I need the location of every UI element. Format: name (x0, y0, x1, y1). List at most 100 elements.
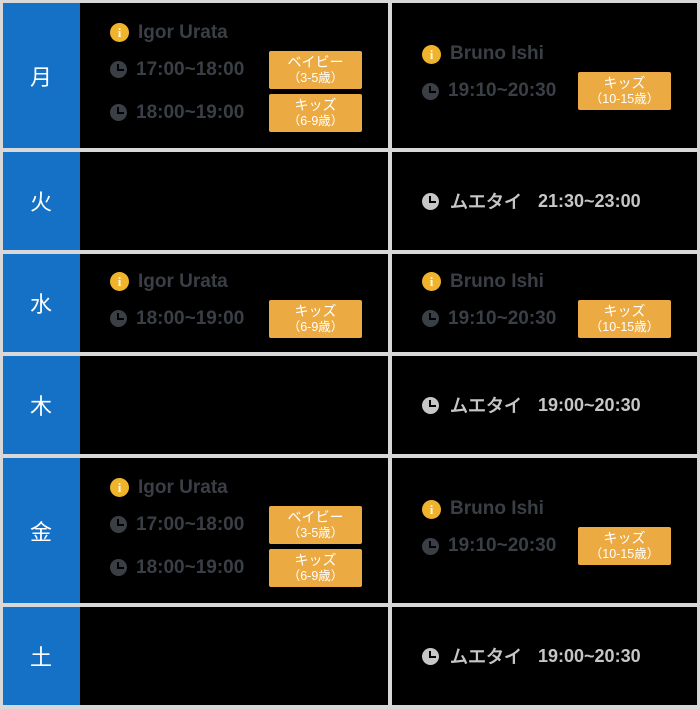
day-cell-thursday: 木 (3, 356, 80, 454)
class-time: 19:00~20:30 (538, 394, 641, 415)
session-line: 17:00~18:00 ベイビー （3-5歳） (110, 505, 362, 544)
instructor-name: Igor Urata (138, 476, 228, 498)
session-time: 17:00~18:00 (136, 58, 245, 80)
badge-age-range: （10-15歳） (589, 92, 660, 106)
clock-icon (422, 537, 439, 555)
session-time: 19:10~20:30 (448, 80, 557, 101)
schedule-row-monday: 月 Igor Urata 17:00~18:00 ベイビー （3-5歳） 18:… (3, 3, 697, 148)
age-badge: キッズ （10-15歳） (578, 299, 671, 338)
instructor-line: Igor Urata (110, 475, 362, 501)
class-cell-monday-first: Igor Urata 17:00~18:00 ベイビー （3-5歳） 18:00… (80, 3, 388, 148)
class-cell-saturday-second: ムエタイ 19:00~20:30 (392, 607, 697, 705)
class-cell-monday-second: Bruno Ishi 19:10~20:30 キッズ （10-15歳） (392, 3, 697, 148)
day-cell-wednesday: 水 (3, 254, 80, 352)
class-cell-friday-second: Bruno Ishi 19:10~20:30 キッズ （10-15歳） (392, 458, 697, 603)
instructor-line: Bruno Ishi (422, 496, 671, 522)
badge-age-range: （10-15歳） (589, 319, 660, 334)
badge-age-range: （10-15歳） (589, 547, 660, 561)
class-cell-wednesday-first: Igor Urata 18:00~19:00 キッズ （6-9歳） (80, 254, 388, 352)
age-badge: キッズ （10-15歳） (578, 527, 671, 565)
class-cell-wednesday-second: Bruno Ishi 19:10~20:30 キッズ （10-15歳） (392, 254, 697, 352)
class-time: 19:00~20:30 (538, 645, 641, 666)
class-cell-friday-first: Igor Urata 17:00~18:00 ベイビー （3-5歳） 18:00… (80, 458, 388, 603)
badge-title: キッズ (294, 551, 337, 568)
clock-icon (110, 559, 127, 576)
badge-age-range: （6-9歳） (287, 319, 344, 334)
session-time: 19:10~20:30 (448, 535, 557, 556)
badge-title: キッズ (294, 96, 337, 113)
day-label: 水 (29, 292, 53, 317)
instructor-line: Bruno Ishi (422, 41, 671, 67)
info-icon[interactable] (110, 272, 129, 291)
age-badge: キッズ （6-9歳） (269, 299, 362, 338)
session-line: 19:10~20:30 キッズ （10-15歳） (422, 299, 671, 338)
session-line: 18:00~19:00 キッズ （6-9歳） (110, 299, 362, 338)
schedule-row-thursday: 木 ムエタイ 19:00~20:30 (3, 356, 697, 454)
session-line: 18:00~19:00 キッズ （6-9歳） (110, 548, 362, 587)
day-cell-tuesday: 火 (3, 152, 80, 250)
badge-title: ベイビー (287, 53, 344, 70)
day-cell-friday: 金 (3, 458, 80, 603)
class-cell-thursday-first-empty (80, 356, 388, 454)
instructor-line: Igor Urata (110, 269, 362, 295)
session-time: 18:00~19:00 (136, 556, 245, 578)
age-badge: キッズ （10-15歳） (578, 72, 671, 110)
badge-title: キッズ (603, 75, 646, 91)
session-line: 18:00~19:00 キッズ （6-9歳） (110, 93, 362, 132)
info-icon[interactable] (110, 23, 129, 42)
clock-icon (110, 104, 127, 121)
instructor-name: Igor Urata (138, 21, 228, 43)
clock-icon (110, 516, 127, 533)
class-name: ムエタイ (450, 192, 522, 212)
info-icon[interactable] (110, 478, 129, 497)
info-icon[interactable] (422, 44, 441, 64)
badge-age-range: （6-9歳） (287, 113, 344, 128)
session-line: 17:00~18:00 ベイビー （3-5歳） (110, 50, 362, 89)
info-icon[interactable] (422, 272, 441, 291)
clock-icon (422, 310, 439, 327)
instructor-name: Bruno Ishi (450, 43, 544, 64)
session-time: 18:00~19:00 (136, 307, 245, 329)
day-label: 木 (29, 394, 53, 419)
badge-title: ベイビー (287, 508, 344, 525)
session-time: 17:00~18:00 (136, 513, 245, 535)
schedule-row-wednesday: 水 Igor Urata 18:00~19:00 キッズ （6-9歳） Brun… (3, 254, 697, 352)
schedule-row-friday: 金 Igor Urata 17:00~18:00 ベイビー （3-5歳） 18:… (3, 458, 697, 603)
badge-age-range: （3-5歳） (287, 525, 344, 540)
day-label: 月 (29, 64, 53, 90)
age-badge: キッズ （6-9歳） (269, 93, 362, 132)
class-cell-thursday-second: ムエタイ 19:00~20:30 (392, 356, 697, 454)
session-time: 18:00~19:00 (136, 101, 245, 123)
info-icon[interactable] (422, 499, 441, 519)
instructor-line: Igor Urata (110, 20, 362, 46)
badge-title: キッズ (294, 302, 337, 319)
class-cell-saturday-first-empty (80, 607, 388, 705)
day-cell-monday: 月 (3, 3, 80, 148)
instructor-name: Bruno Ishi (450, 498, 544, 519)
clock-icon (422, 396, 439, 414)
day-label: 土 (29, 645, 53, 670)
class-line: ムエタイ 19:00~20:30 (422, 643, 671, 669)
session-line: 19:10~20:30 キッズ （10-15歳） (422, 72, 671, 110)
class-line: ムエタイ 19:00~20:30 (422, 392, 671, 418)
class-name: ムエタイ (450, 396, 522, 416)
age-badge: キッズ （6-9歳） (269, 548, 362, 587)
class-cell-tuesday-first-empty (80, 152, 388, 250)
schedule-row-tuesday: 火 ムエタイ 21:30~23:00 (3, 152, 697, 250)
badge-age-range: （6-9歳） (287, 568, 344, 583)
class-name: ムエタイ (450, 647, 522, 667)
instructor-name: Igor Urata (138, 270, 228, 292)
day-label: 火 (29, 190, 53, 215)
schedule-row-saturday: 土 ムエタイ 19:00~20:30 (3, 607, 697, 705)
badge-age-range: （3-5歳） (287, 70, 344, 85)
class-line: ムエタイ 21:30~23:00 (422, 188, 671, 214)
session-line: 19:10~20:30 キッズ （10-15歳） (422, 527, 671, 565)
instructor-line: Bruno Ishi (422, 269, 671, 295)
clock-icon (110, 61, 127, 78)
badge-title: キッズ (603, 302, 646, 319)
session-time: 19:10~20:30 (448, 307, 557, 329)
clock-icon (422, 647, 439, 665)
age-badge: ベイビー （3-5歳） (269, 505, 362, 544)
badge-title: キッズ (603, 530, 646, 546)
class-time: 21:30~23:00 (538, 190, 641, 211)
